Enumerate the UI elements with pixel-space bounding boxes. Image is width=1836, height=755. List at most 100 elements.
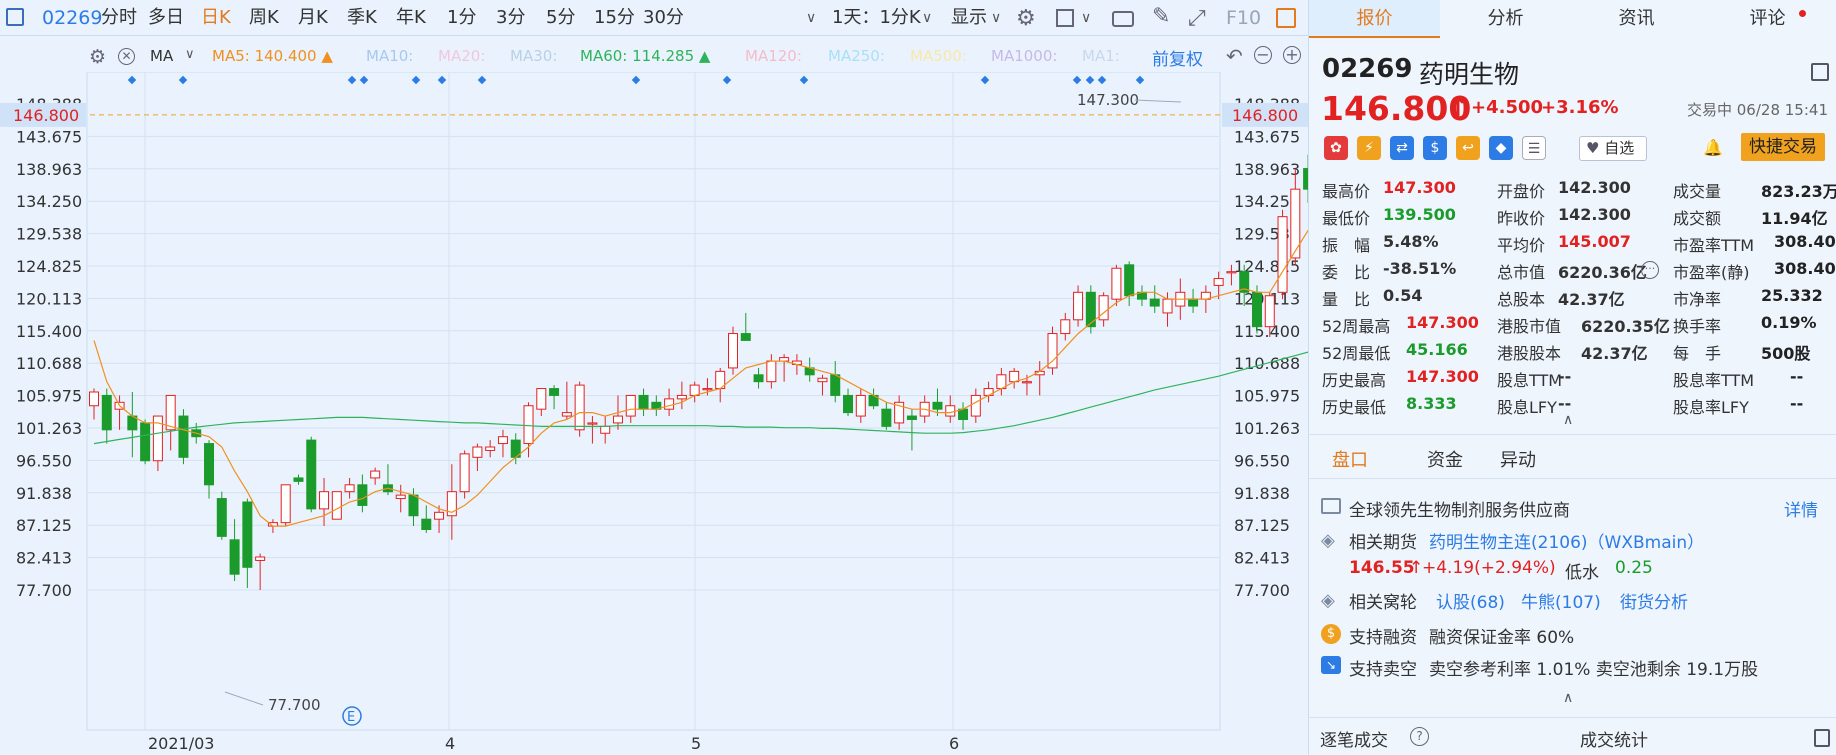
period-tab[interactable]: 15分 bbox=[594, 7, 635, 28]
candle-body bbox=[306, 439, 317, 510]
quick-trade-button[interactable]: 快捷交易 bbox=[1741, 133, 1825, 161]
ma10-label[interactable]: MA10: bbox=[366, 47, 414, 65]
collapse-icon[interactable]: ∧ bbox=[1563, 412, 1574, 428]
trade-stats-tab[interactable]: 成交统计 bbox=[1580, 731, 1648, 751]
tag-icon[interactable]: ◆ bbox=[1489, 136, 1513, 160]
candle-body bbox=[702, 388, 713, 391]
bell-icon[interactable]: 🔔 bbox=[1701, 136, 1725, 160]
tick-trades-tab[interactable]: 逐笔成交 bbox=[1320, 731, 1388, 751]
square-icon[interactable] bbox=[1056, 9, 1074, 27]
futures-link[interactable]: 药明生物主连(2106)（WXBmain） bbox=[1429, 533, 1705, 553]
chevron-down-icon[interactable]: ∨ bbox=[185, 47, 195, 62]
period-tab[interactable]: 日K bbox=[201, 7, 231, 28]
indicator-settings-icon[interactable]: ⚙ bbox=[89, 46, 107, 68]
info-circle-icon[interactable]: ··· bbox=[1641, 261, 1659, 279]
event-marker-icon bbox=[347, 75, 357, 85]
y-tick-label-right: 105.975 bbox=[1234, 387, 1300, 406]
kline-chart[interactable]: 148.388148.388143.675143.675138.963138.9… bbox=[0, 72, 1308, 755]
quote-value: 0.54 bbox=[1383, 286, 1423, 305]
sub-tab[interactable]: 盘口 bbox=[1332, 450, 1368, 471]
period-tab[interactable]: 多日 bbox=[148, 7, 184, 28]
ma120-label[interactable]: MA120: bbox=[745, 47, 802, 65]
margin-label: 支持融资 bbox=[1349, 628, 1417, 648]
price-change: +4.500 bbox=[1471, 97, 1544, 118]
quote-label: 市盈率(静) bbox=[1673, 263, 1750, 282]
close-icon[interactable]: ✕ bbox=[118, 48, 135, 65]
zoom-in-icon[interactable]: + bbox=[1283, 46, 1301, 64]
period-tab[interactable]: 周K bbox=[249, 7, 279, 28]
dollar-icon[interactable]: $ bbox=[1423, 136, 1447, 160]
sub-tab[interactable]: 资金 bbox=[1427, 450, 1463, 471]
ma250-label[interactable]: MA250: bbox=[828, 47, 885, 65]
chevron-down-icon[interactable]: ∨ bbox=[922, 10, 933, 26]
period-tab[interactable]: 3分 bbox=[496, 7, 526, 28]
event-marker-icon bbox=[359, 75, 369, 85]
panel-tab[interactable]: 资讯 bbox=[1618, 8, 1655, 29]
y-tick-label: 134.250 bbox=[16, 192, 82, 211]
period-tab[interactable]: 30分 bbox=[643, 7, 684, 28]
shuffle-icon[interactable]: ⇄ bbox=[1390, 136, 1414, 160]
ma-type-select[interactable]: MA bbox=[150, 47, 174, 65]
quote-panel: 报价 分析 资讯 评论 02269 药明生物 146.800 ↑ +4.500 +3.… bbox=[1308, 0, 1836, 755]
hk-flag-icon[interactable]: ✿ bbox=[1324, 136, 1348, 160]
return-icon[interactable]: ↩ bbox=[1456, 136, 1480, 160]
ma500-label[interactable]: MA500: bbox=[910, 47, 967, 65]
warrant-call-link[interactable]: 认股(68) bbox=[1436, 593, 1505, 613]
panel-toggle-icon[interactable] bbox=[1276, 8, 1296, 28]
candle-body bbox=[664, 398, 675, 410]
quote-label: 股息率LFY bbox=[1673, 398, 1749, 417]
low-annotation: 77.700 bbox=[268, 696, 321, 714]
detail-link[interactable]: 详情 bbox=[1784, 501, 1818, 521]
watchlist-button[interactable]: ♥ 自选 bbox=[1579, 136, 1647, 161]
zoom-out-icon[interactable]: − bbox=[1254, 46, 1272, 64]
undo-icon[interactable]: ↶ bbox=[1226, 44, 1243, 68]
candle-body bbox=[178, 415, 189, 458]
adjust-select[interactable]: 前复权 bbox=[1152, 50, 1203, 70]
f10-button[interactable]: F10 bbox=[1226, 7, 1262, 29]
period-tab[interactable]: 年K bbox=[396, 7, 426, 28]
ma20-label[interactable]: MA20: bbox=[438, 47, 486, 65]
panel-tab[interactable]: 评论 bbox=[1749, 8, 1786, 29]
chevron-down-icon[interactable]: ∨ bbox=[806, 10, 817, 26]
last-price: 146.800 bbox=[1321, 89, 1472, 128]
chevron-down-icon[interactable]: ∨ bbox=[991, 10, 1002, 26]
lightning-icon[interactable]: ⚡ bbox=[1357, 136, 1381, 160]
candle-body bbox=[101, 394, 112, 431]
candle-body bbox=[1188, 298, 1199, 307]
display-menu[interactable]: 显示 bbox=[951, 7, 987, 28]
period-tab[interactable]: 分时 bbox=[101, 7, 137, 28]
ma1-label[interactable]: MA1: bbox=[1082, 47, 1120, 65]
panel-tab[interactable]: 报价 bbox=[1309, 0, 1440, 38]
pen-icon[interactable]: ✎ bbox=[1152, 4, 1171, 29]
warrant-cbbc-link[interactable]: 牛熊(107) bbox=[1521, 593, 1601, 613]
interval-select[interactable]: 1天：1分K bbox=[832, 7, 921, 28]
warrant-street-link[interactable]: 街货分析 bbox=[1620, 593, 1688, 613]
list-icon[interactable] bbox=[1811, 63, 1829, 81]
chevron-down-icon[interactable]: ∨ bbox=[1081, 10, 1092, 26]
sub-tab[interactable]: 异动 bbox=[1500, 450, 1536, 471]
expand-icon[interactable] bbox=[1814, 729, 1830, 747]
period-tab[interactable]: 季K bbox=[347, 7, 377, 28]
y-tick-label: 77.700 bbox=[16, 581, 72, 600]
stock-code[interactable]: 02269 bbox=[42, 7, 103, 29]
candle-body bbox=[165, 394, 176, 431]
sidebar-toggle-icon[interactable] bbox=[6, 8, 24, 26]
period-tab[interactable]: 月K bbox=[298, 7, 328, 28]
period-tab[interactable]: 5分 bbox=[546, 7, 576, 28]
collapse-icon[interactable]: ∧ bbox=[1563, 690, 1574, 706]
period-tab[interactable]: 1分 bbox=[447, 7, 477, 28]
settings-gear-icon[interactable]: ⚙ bbox=[1016, 6, 1036, 31]
ma30-label[interactable]: MA30: bbox=[510, 47, 558, 65]
fullscreen-icon[interactable]: ⤢ bbox=[1188, 6, 1206, 31]
quote-label: 市净率 bbox=[1673, 290, 1722, 309]
camera-icon[interactable] bbox=[1112, 11, 1134, 27]
help-icon[interactable]: ? bbox=[1410, 727, 1429, 746]
quote-value: 823.23万 bbox=[1761, 182, 1836, 201]
ma1000-label[interactable]: MA1000: bbox=[991, 47, 1058, 65]
note-icon[interactable]: ☰ bbox=[1522, 136, 1546, 160]
quote-label: 成交额 bbox=[1673, 209, 1722, 228]
candle-body bbox=[370, 470, 381, 479]
kline-svg[interactable]: 148.388148.388143.675143.675138.963138.9… bbox=[0, 72, 1308, 755]
panel-tab[interactable]: 分析 bbox=[1487, 8, 1524, 29]
